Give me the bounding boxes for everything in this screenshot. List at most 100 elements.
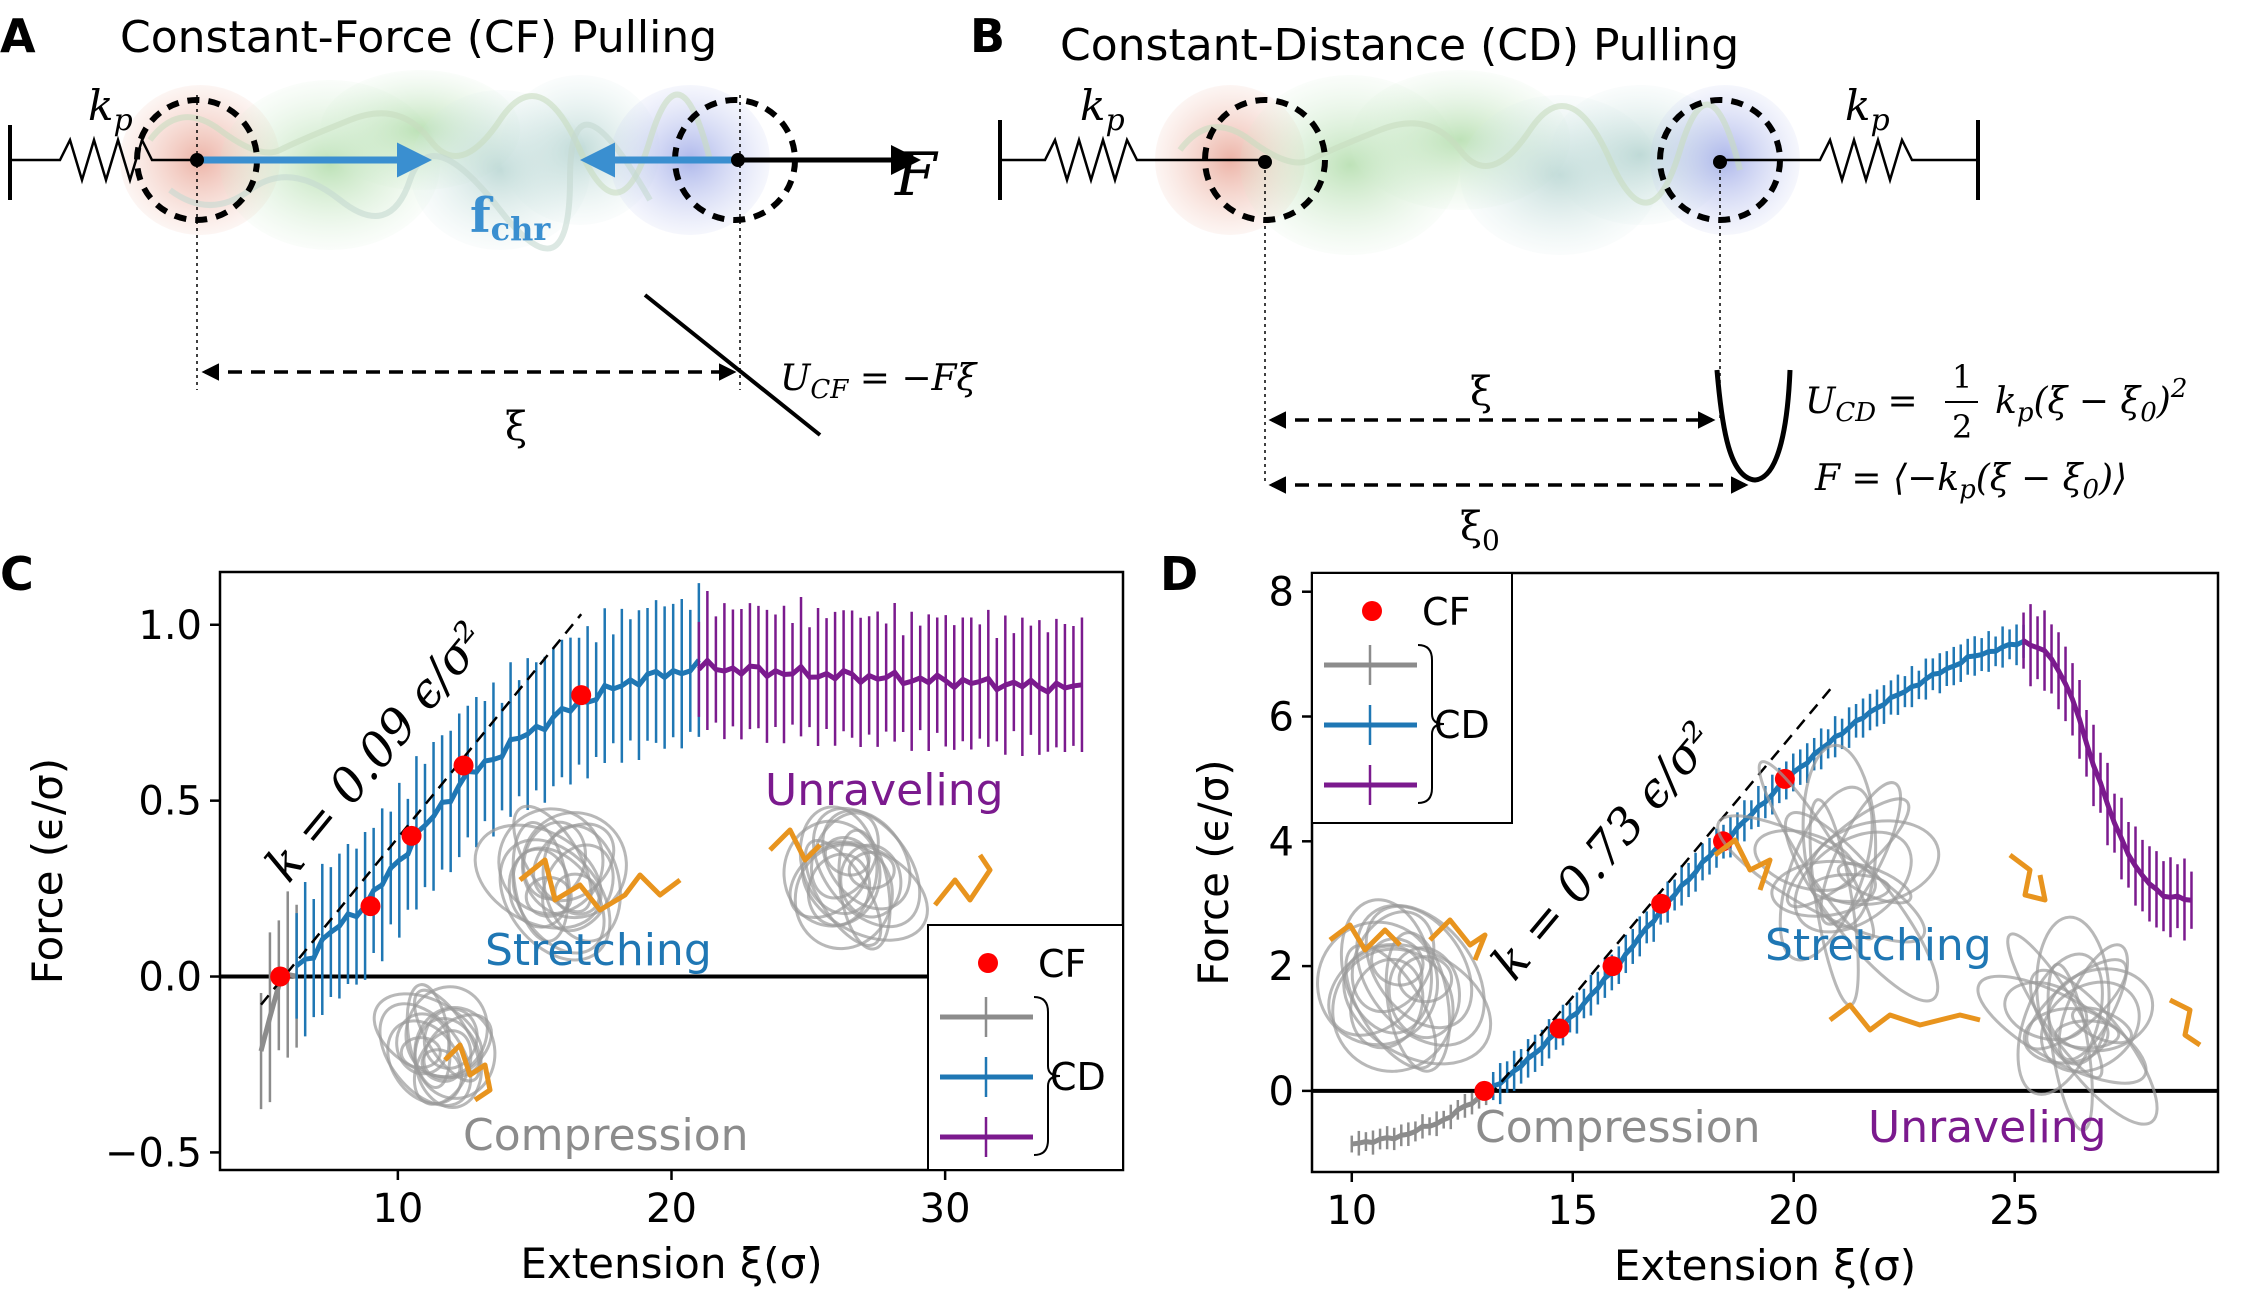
polymer-strand <box>378 1002 473 1108</box>
chart-c: k = 0.09 ϵ/σ² 10 20 30 −0.5 0.0 0.5 1.0 Extensio… <box>23 570 1125 1288</box>
y-axis-label: Force (ϵ/σ) <box>1189 759 1238 985</box>
panel-b-title: Constant-Distance (CD) Pulling <box>1060 20 1739 71</box>
axes-frame <box>1310 571 2220 1174</box>
panel-d: D k = 0.73 ϵ/σ² 10 15 20 25 0 2 4 6 8 Extension ξ(… <box>1160 547 2220 1290</box>
chart-d: k = 0.73 ϵ/σ² 10 15 20 25 0 2 4 6 8 Extension ξ(σ)… <box>1189 570 2220 1290</box>
polymer-strand <box>2035 915 2111 1066</box>
phase-label-stretching-d: Stretching <box>1765 920 1992 971</box>
slope-reference-line <box>1487 684 1835 1098</box>
polymer-snapshot-stretching-c <box>473 804 628 962</box>
y-tick-label: 8 <box>1269 570 1294 616</box>
kp-label-a: kp <box>88 81 133 138</box>
legend-cf-label: CF <box>1038 942 1086 986</box>
series-cd-compression <box>258 891 298 1110</box>
cf-point <box>270 966 291 987</box>
legend-cf-marker <box>978 953 998 973</box>
polymer-strand <box>386 1019 464 1106</box>
polymer-strand <box>413 1016 483 1110</box>
legend-cd-label: CD <box>1050 1055 1106 1099</box>
kp-label-b-right: kp <box>1845 81 1890 138</box>
legend-cf-label: CF <box>1422 590 1470 634</box>
cf-point <box>1549 1018 1570 1039</box>
polymer-strand <box>497 807 605 916</box>
y-tick-label: −0.5 <box>105 1130 202 1176</box>
panel-c: C k = 0.09 ϵ/σ² 10 20 30 −0.5 0.0 0.5 1.0 Extens… <box>0 547 1125 1288</box>
bead-dot-left-b <box>1258 155 1272 169</box>
orange-ends-compress-c <box>443 1042 493 1103</box>
ucd-equation: UCD = 1 2 kp(ξ − ξ0)2 <box>1805 358 2187 446</box>
phase-label-compression-d: Compression <box>1475 1102 1761 1153</box>
orange-ends-stretch-c <box>518 857 682 913</box>
polymer-strand <box>2057 943 2130 1062</box>
svg-text:kp(ξ − ξ0)2: kp(ξ − ξ0)2 <box>1995 374 2187 428</box>
orange-end-unravel-left-c <box>768 827 822 863</box>
y-tick-label: 2 <box>1269 944 1294 990</box>
force-equation-b: F = ⟨−kp(ξ − ξ0)⟩ <box>1814 458 2127 505</box>
bead-dot-left-a <box>190 153 204 167</box>
x-tick-label: 20 <box>646 1186 697 1232</box>
polymer-snapshot-stretching-d <box>1716 743 1941 1007</box>
polymer-strand <box>405 983 452 1089</box>
panel-a-letter: A <box>0 9 36 63</box>
polymer-strand <box>1387 946 1461 1040</box>
polymer-strand <box>1349 957 1425 1050</box>
ucf-label: UCF = −Fξ <box>780 358 978 405</box>
polymer-strand <box>2047 967 2155 1053</box>
spring-right-b <box>1720 135 1978 185</box>
polymer-strand <box>1339 898 1433 1035</box>
polymer-strand <box>1770 859 1877 918</box>
polymer-snapshot-compression-c <box>372 983 497 1110</box>
polymer-snapshot-compression-d <box>1316 898 1493 1073</box>
cf-point <box>453 755 474 776</box>
polymer-strand <box>1808 819 1941 907</box>
panel-a-title: Constant-Force (CF) Pulling <box>120 12 717 63</box>
panel-a: A Constant-Force (CF) Pulling kp fchr <box>0 9 978 450</box>
legend-frame <box>927 924 1124 1171</box>
cf-point <box>1474 1080 1495 1101</box>
legend: CF CD <box>1311 572 1513 824</box>
polymer-strand <box>2029 968 2159 1126</box>
polymer-strand <box>2039 980 2141 1074</box>
panel-d-letter: D <box>1160 547 1198 601</box>
polymer-strand <box>809 811 880 900</box>
xi0-label-b: ξ0 <box>1460 504 1500 557</box>
x-tick-label: 25 <box>1989 1188 2040 1234</box>
slope-label: k = 0.73 ϵ/σ² <box>1481 711 1727 990</box>
polymer-strand <box>1364 904 1474 1030</box>
bead-dot-right-a <box>731 153 745 167</box>
x-tick-label: 30 <box>920 1186 971 1232</box>
orange-end-unravel-right-c <box>933 853 993 907</box>
polymer-strand <box>422 1007 479 1070</box>
svg-text:UCD =: UCD = <box>1805 381 1918 428</box>
panel-b: B Constant-Distance (CD) Pulling kp kp ξ… <box>970 9 2187 557</box>
polymer-strand <box>1355 903 1486 1047</box>
phase-label-unraveling-d: Unraveling <box>1868 1102 2107 1153</box>
legend-cd-label: CD <box>1434 703 1490 747</box>
phase-label-unraveling-c: Unraveling <box>765 765 1004 816</box>
x-tick-label: 10 <box>1326 1188 1377 1234</box>
phase-label-stretching-c: Stretching <box>485 925 712 976</box>
y-tick-label: 0 <box>1269 1069 1294 1115</box>
polymer-strand <box>1384 931 1452 1073</box>
polymer-strand <box>2022 1007 2110 1065</box>
slope-reference-line <box>260 613 583 1006</box>
polymer-strand <box>2016 952 2104 1096</box>
polymer-strand <box>1344 943 1438 1070</box>
x-tick-label: 20 <box>1768 1188 1819 1234</box>
orange-end-stretch-left-d <box>1713 837 1773 891</box>
fchr-label: fchr <box>470 188 551 248</box>
orange-end-compress-right-d <box>1428 917 1488 961</box>
polymer-strand <box>1783 811 1940 1003</box>
series-line <box>697 656 1083 696</box>
series-cd-stretching <box>295 583 701 1037</box>
y-axis-label: Force (ϵ/σ) <box>23 758 72 984</box>
polymer-strand <box>422 1013 493 1080</box>
polymer-strand <box>1331 947 1455 1073</box>
spring-left-b <box>1000 135 1265 185</box>
legend-cf-marker <box>1362 601 1382 621</box>
bead-dot-right-b <box>1713 155 1727 169</box>
x-axis-label: Extension ξ(σ) <box>520 1239 822 1288</box>
cf-point <box>401 825 422 846</box>
series-line <box>2022 638 2192 903</box>
polymer-strand <box>553 872 601 916</box>
